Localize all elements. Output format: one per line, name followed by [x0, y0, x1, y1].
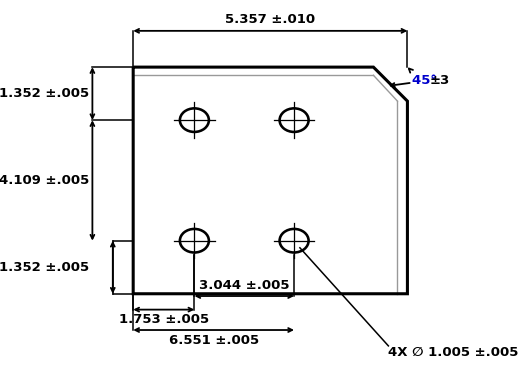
Text: 4.109 ±.005: 4.109 ±.005: [0, 174, 89, 187]
Text: 5.357 ±.010: 5.357 ±.010: [225, 13, 315, 26]
Text: ±3: ±3: [429, 74, 449, 87]
Text: 1.352 ±.005: 1.352 ±.005: [0, 261, 89, 274]
Text: 6.551 ±.005: 6.551 ±.005: [168, 334, 259, 347]
Text: 4X ∅ 1.005 ±.005: 4X ∅ 1.005 ±.005: [388, 346, 519, 359]
Text: 3.044 ±.005: 3.044 ±.005: [199, 279, 289, 292]
Text: 1.753 ±.005: 1.753 ±.005: [119, 313, 209, 326]
Text: 1.352 ±.005: 1.352 ±.005: [0, 87, 89, 100]
Text: 45°: 45°: [412, 74, 441, 87]
